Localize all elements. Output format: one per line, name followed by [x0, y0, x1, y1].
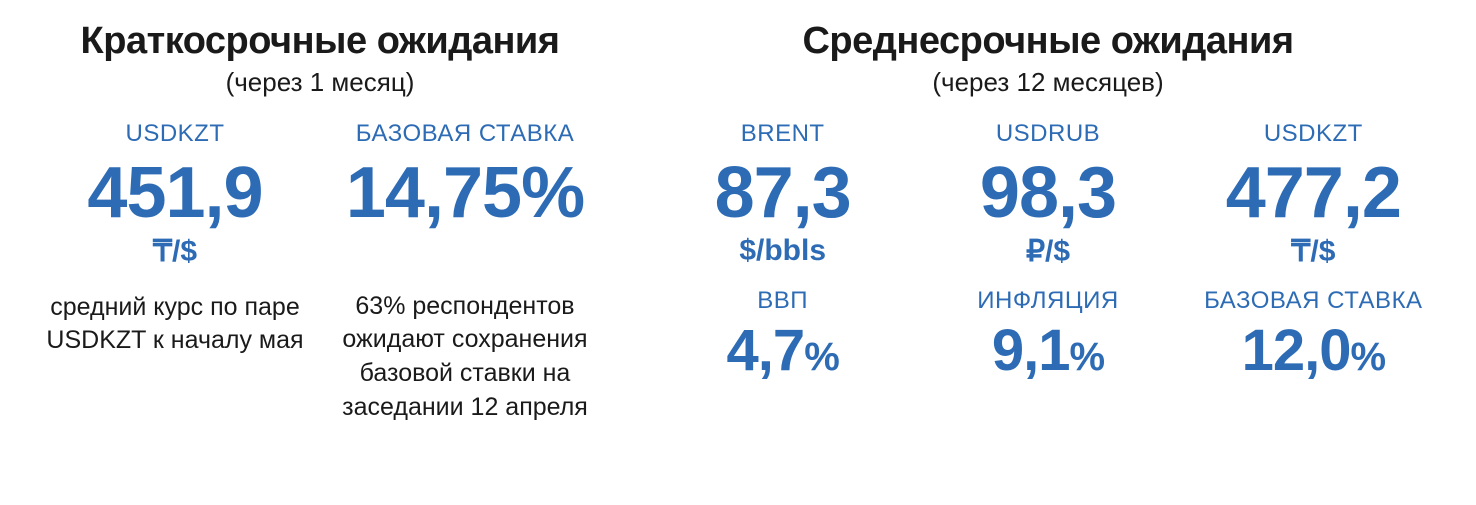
base-rate-mid-percent: %	[1350, 335, 1385, 379]
infographic-container: Краткосрочные ожидания (через 1 месяц) U…	[40, 20, 1436, 425]
usdrub-unit: ₽/$	[925, 234, 1170, 269]
inflation-number: 9,1	[992, 318, 1070, 383]
base-rate-mid-col: БАЗОВАЯ СТАВКА 12,0%	[1191, 287, 1436, 382]
usdkzt-short-unit: ₸/$	[40, 234, 310, 269]
short-term-subtitle: (через 1 месяц)	[40, 67, 600, 98]
brent-label: BRENT	[660, 120, 905, 148]
gdp-value: 4,7%	[660, 321, 905, 382]
mid-term-row2: ВВП 4,7% ИНФЛЯЦИЯ 9,1% БАЗОВАЯ СТАВКА 12…	[660, 287, 1436, 382]
usdkzt-mid-unit: ₸/$	[1191, 234, 1436, 269]
usdrub-col: USDRUB 98,3 ₽/$	[925, 120, 1170, 269]
gdp-percent: %	[804, 335, 839, 379]
usdkzt-mid-value: 477,2	[1191, 156, 1436, 232]
mid-term-subtitle: (через 12 месяцев)	[660, 67, 1436, 98]
inflation-percent: %	[1070, 335, 1105, 379]
brent-unit: $/bbls	[660, 234, 905, 268]
short-term-panel: Краткосрочные ожидания (через 1 месяц) U…	[40, 20, 600, 425]
usdkzt-mid-label: USDKZT	[1191, 120, 1436, 148]
usdkzt-short-col: USDKZT 451,9 ₸/$ средний курс по паре US…	[40, 120, 310, 425]
usdkzt-short-desc: средний курс по паре USDKZT к началу мая	[40, 291, 310, 359]
inflation-label: ИНФЛЯЦИЯ	[925, 287, 1170, 315]
base-rate-short-label: БАЗОВАЯ СТАВКА	[330, 120, 600, 148]
base-rate-mid-number: 12,0	[1242, 318, 1351, 383]
base-rate-mid-value: 12,0%	[1191, 321, 1436, 382]
base-rate-short-unit-spacer	[330, 234, 600, 268]
mid-term-panel: Среднесрочные ожидания (через 12 месяцев…	[660, 20, 1436, 425]
mid-term-title: Среднесрочные ожидания	[660, 20, 1436, 63]
base-rate-short-desc: 63% респондентов ожидают сохранения базо…	[330, 290, 600, 425]
mid-term-row1: BRENT 87,3 $/bbls USDRUB 98,3 ₽/$ USDKZT…	[660, 120, 1436, 269]
inflation-col: ИНФЛЯЦИЯ 9,1%	[925, 287, 1170, 382]
usdkzt-short-label: USDKZT	[40, 120, 310, 148]
usdkzt-short-value: 451,9	[40, 156, 310, 232]
usdrub-value: 98,3	[925, 156, 1170, 232]
usdkzt-mid-col: USDKZT 477,2 ₸/$	[1191, 120, 1436, 269]
base-rate-mid-label: БАЗОВАЯ СТАВКА	[1191, 287, 1436, 315]
gdp-number: 4,7	[727, 318, 805, 383]
usdrub-label: USDRUB	[925, 120, 1170, 148]
inflation-value: 9,1%	[925, 321, 1170, 382]
gdp-label: ВВП	[660, 287, 905, 315]
brent-col: BRENT 87,3 $/bbls	[660, 120, 905, 269]
brent-value: 87,3	[660, 156, 905, 232]
short-term-title: Краткосрочные ожидания	[40, 20, 600, 63]
base-rate-short-value: 14,75%	[330, 156, 600, 232]
short-term-columns: USDKZT 451,9 ₸/$ средний курс по паре US…	[40, 120, 600, 425]
gdp-col: ВВП 4,7%	[660, 287, 905, 382]
base-rate-short-col: БАЗОВАЯ СТАВКА 14,75% 63% респондентов о…	[330, 120, 600, 425]
